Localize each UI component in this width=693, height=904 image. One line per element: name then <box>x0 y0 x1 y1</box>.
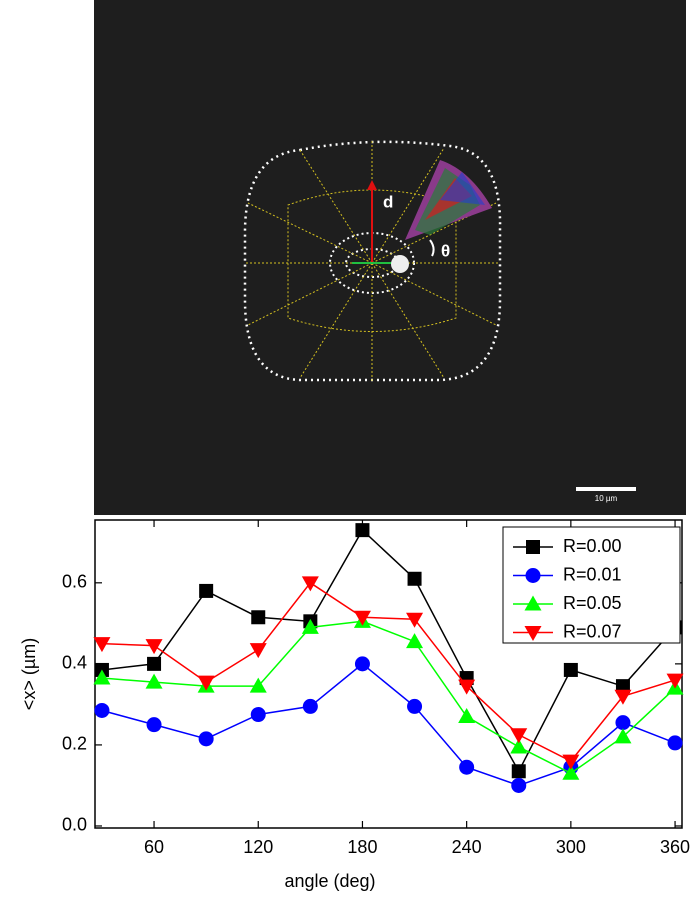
marker <box>147 656 162 671</box>
scale-bar-label: 10 µm <box>595 494 618 503</box>
marker <box>198 731 214 747</box>
marker <box>562 764 580 780</box>
marker <box>407 698 423 714</box>
marker <box>249 677 267 693</box>
legend-marker <box>525 568 541 583</box>
series <box>94 523 683 779</box>
legend-marker <box>524 595 542 611</box>
x-tick-label: 60 <box>144 837 164 857</box>
marker <box>146 717 162 733</box>
label-d: d <box>383 192 393 211</box>
legend-marker <box>524 626 542 641</box>
marker <box>199 583 214 598</box>
y-tick-label: 0.4 <box>62 653 87 673</box>
marker <box>145 673 163 689</box>
scale-bar <box>576 487 636 491</box>
microscopy-image: d θ 10 µm <box>94 0 686 515</box>
marker <box>563 662 578 677</box>
series <box>93 576 684 770</box>
x-axis-label: angle (deg) <box>284 871 375 891</box>
marker <box>511 764 526 779</box>
x-tick-label: 180 <box>347 837 377 857</box>
x-tick-label: 120 <box>243 837 273 857</box>
image-background <box>94 0 686 515</box>
x-tick-label: 300 <box>556 837 586 857</box>
y-tick-label: 0.6 <box>62 572 87 592</box>
marker <box>94 702 110 718</box>
marker <box>302 698 318 714</box>
y-tick-label: 0.0 <box>62 815 87 835</box>
d-arrowhead <box>367 180 377 190</box>
marker <box>406 612 424 628</box>
marker <box>354 656 370 672</box>
legend-label: R=0.07 <box>563 621 622 641</box>
x-tick-label: 360 <box>660 837 690 857</box>
marker <box>615 679 630 694</box>
marker <box>93 669 111 685</box>
marker <box>249 643 267 659</box>
marker <box>353 610 371 626</box>
marker <box>458 708 476 724</box>
label-theta: θ <box>441 241 450 260</box>
particle <box>391 255 409 273</box>
series-line <box>101 620 676 775</box>
marker <box>301 618 319 634</box>
angle-arc <box>429 239 435 257</box>
y-tick-label: 0.2 <box>62 734 87 754</box>
marker <box>614 728 632 744</box>
marker <box>251 610 266 625</box>
marker <box>667 735 683 751</box>
marker <box>614 689 632 705</box>
marker <box>145 639 163 655</box>
marker <box>666 673 684 689</box>
marker <box>406 633 424 649</box>
x-tick-label: 240 <box>452 837 482 857</box>
marker <box>562 754 580 770</box>
marker <box>459 759 475 775</box>
series-line <box>101 581 676 763</box>
marker <box>407 571 422 586</box>
marker <box>250 707 266 723</box>
series <box>93 612 684 780</box>
marker <box>355 523 370 538</box>
legend-label: R=0.01 <box>563 564 622 584</box>
legend-label: R=0.05 <box>563 593 622 613</box>
trajectory-wedge <box>440 172 485 205</box>
legend-marker <box>526 540 540 554</box>
grid-ring <box>287 189 457 332</box>
marker <box>458 679 476 695</box>
marker <box>197 675 215 691</box>
marker <box>301 576 319 592</box>
series-line <box>101 662 676 787</box>
marker <box>510 738 528 754</box>
marker <box>615 715 631 731</box>
marker <box>93 637 111 653</box>
marker <box>511 777 527 793</box>
legend-label: R=0.00 <box>563 536 622 556</box>
outer-boundary <box>243 140 502 382</box>
series-line <box>101 528 676 773</box>
y-axis-label: <x> (µm) <box>19 638 39 710</box>
legend: R=0.00 R=0.01 R=0.05 R=0.07 <box>502 526 681 644</box>
marker <box>510 728 528 744</box>
